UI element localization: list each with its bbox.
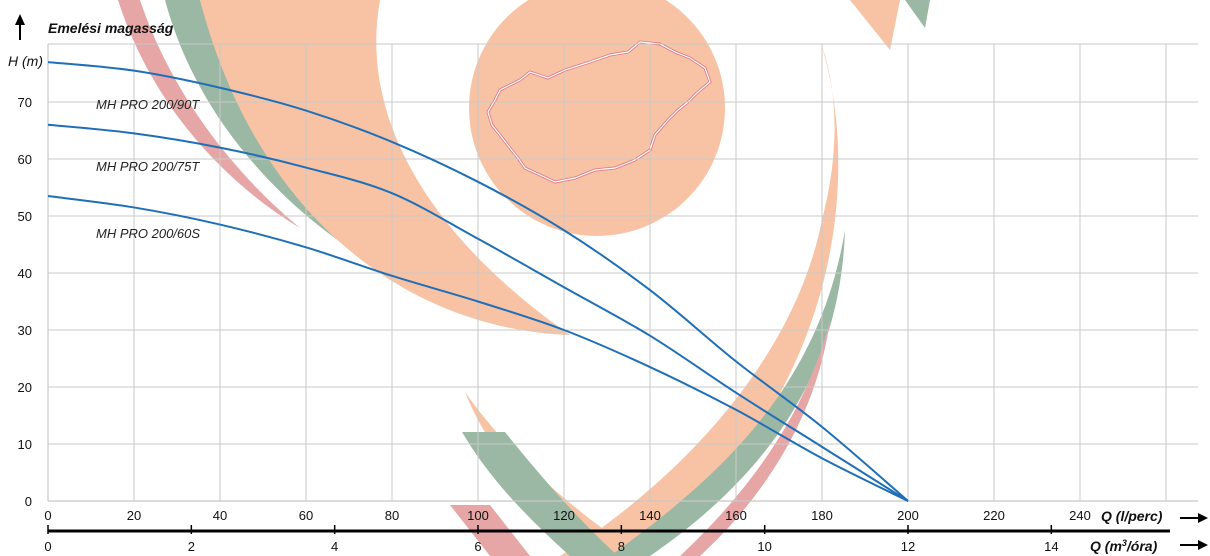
series-line-mh-pro-200-60s (47, 195, 909, 502)
y-tick-label: 0 (25, 494, 32, 509)
y-tick-label: 50 (18, 209, 32, 224)
x-axis-arrowhead-icon (1198, 513, 1208, 523)
series-label: MH PRO 200/90T (96, 97, 200, 112)
x-tick-label: 240 (1069, 508, 1091, 523)
y-tick-label: 10 (18, 437, 32, 452)
hungary-map-outline-icon (487, 41, 711, 183)
x2-tick-label: 10 (757, 539, 771, 554)
watermark-red-stripe-top (118, 0, 300, 228)
x-tick-label: 120 (553, 508, 575, 523)
x2-tick-label: 6 (474, 539, 481, 554)
watermark-green-wedge-top (905, 0, 930, 28)
series-label: MH PRO 200/60S (96, 226, 200, 241)
x-tick-label: 60 (299, 508, 313, 523)
y-tick-label: 30 (18, 323, 32, 338)
x2-tick-label: 4 (331, 539, 338, 554)
y-tick-label: 40 (18, 266, 32, 281)
x-tick-label: 100 (467, 508, 489, 523)
x-axis-label: Q (l/perc) (1101, 508, 1163, 524)
series-label: MH PRO 200/75T (96, 159, 200, 174)
x2-axis-arrowhead-icon (1198, 540, 1208, 550)
watermark-logo (118, 0, 930, 556)
watermark-green-stripe-bottom (462, 432, 618, 556)
x-tick-label: 180 (811, 508, 833, 523)
x2-axis-label: Q (m3/óra) (1090, 538, 1158, 554)
x2-tick-label: 0 (44, 539, 51, 554)
watermark-peach-sweep-right (560, 40, 839, 556)
x-tick-label: 200 (897, 508, 919, 523)
x2-tick-label: 12 (901, 539, 915, 554)
watermark-peach-wedge-top (850, 0, 900, 50)
y-axis-arrowhead-icon (15, 14, 25, 25)
watermark-green-stripe-right (610, 230, 845, 556)
x-tick-label: 80 (385, 508, 399, 523)
x-tick-label: 160 (725, 508, 747, 523)
x2-tick-label: 8 (618, 539, 625, 554)
x-tick-label: 0 (44, 508, 51, 523)
y-tick-label: 70 (18, 95, 32, 110)
x-tick-label: 140 (639, 508, 661, 523)
x-tick-label: 20 (127, 508, 141, 523)
y-tick-label: 20 (18, 380, 32, 395)
watermark-peach-sweep-left (200, 0, 570, 335)
x2-tick-label: 14 (1044, 539, 1058, 554)
x-tick-label: 40 (213, 508, 227, 523)
y-tick-label: 60 (18, 152, 32, 167)
watermark-peach-circle (469, 0, 725, 236)
chart-title: Emelési magasság (48, 20, 174, 36)
x-tick-label: 220 (983, 508, 1005, 523)
watermark-green-stripe-top (165, 0, 420, 290)
x2-tick-label: 2 (188, 539, 195, 554)
y-axis-label: H (m) (8, 53, 43, 69)
series-line-mh-pro-200-90t (47, 61, 909, 502)
series-line-mh-pro-200-75t (47, 123, 909, 502)
